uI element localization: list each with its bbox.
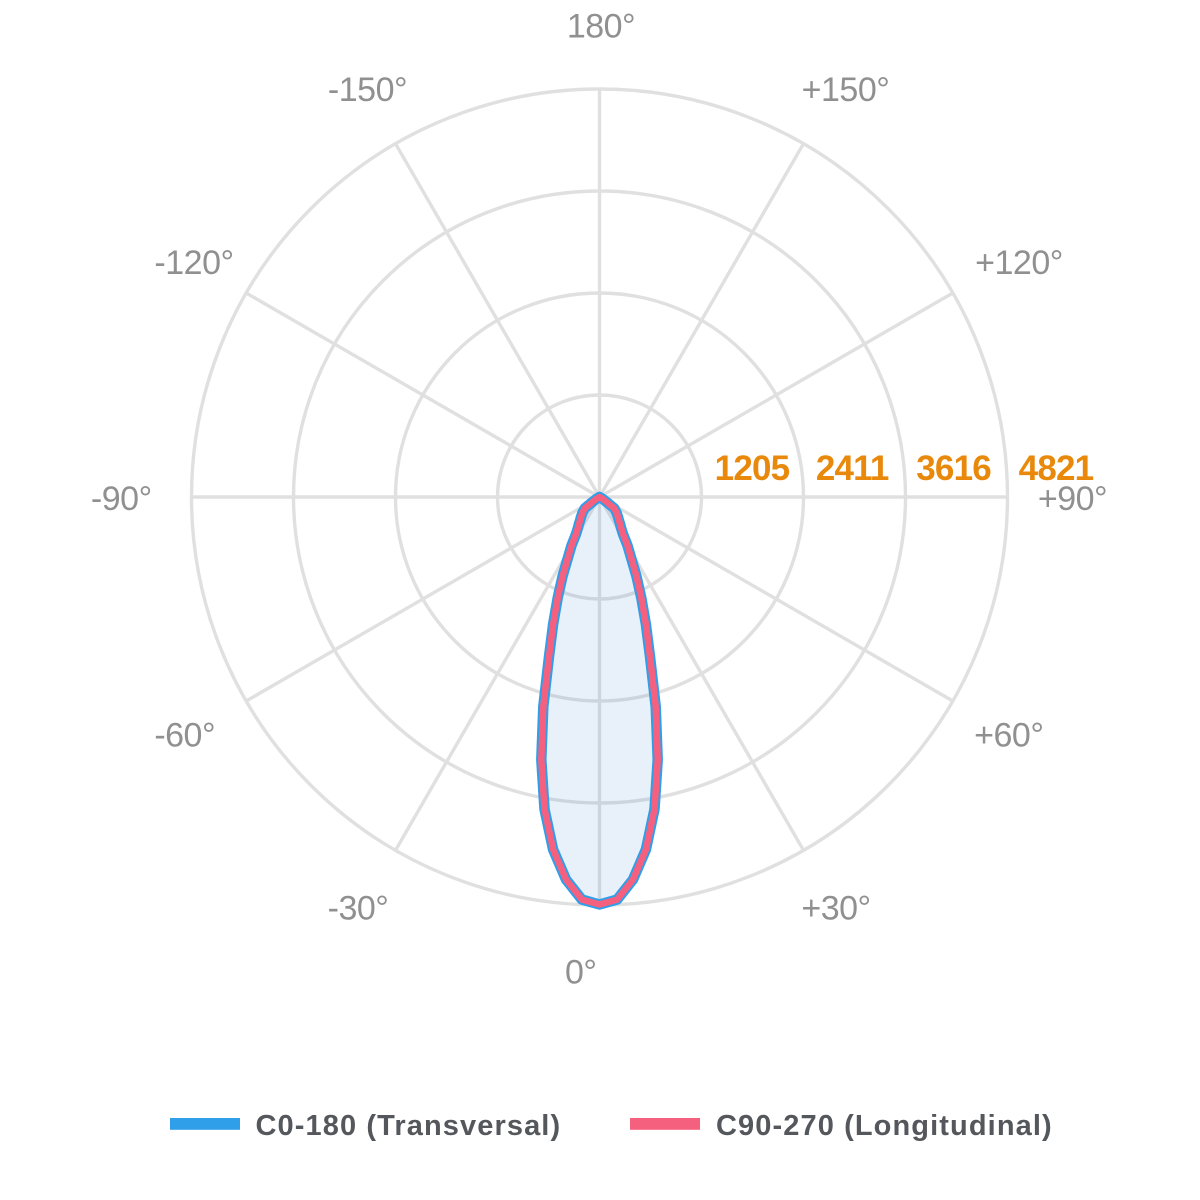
svg-text:180°: 180° (567, 7, 635, 45)
svg-text:-60°: -60° (154, 716, 215, 754)
svg-text:4821: 4821 (1019, 449, 1094, 488)
svg-text:C90-270 (Longitudinal): C90-270 (Longitudinal) (716, 1110, 1053, 1142)
svg-text:-150°: -150° (328, 71, 407, 109)
svg-text:-90°: -90° (91, 480, 152, 518)
svg-text:+60°: +60° (974, 716, 1043, 754)
svg-text:+90°: +90° (1038, 480, 1107, 518)
svg-text:+30°: +30° (801, 890, 870, 928)
svg-text:2411: 2411 (816, 449, 889, 488)
svg-text:+150°: +150° (802, 71, 890, 109)
svg-text:C0-180 (Transversal): C0-180 (Transversal) (256, 1110, 562, 1142)
svg-text:1205: 1205 (715, 449, 790, 488)
svg-text:+120°: +120° (975, 244, 1063, 282)
svg-text:-120°: -120° (154, 244, 233, 282)
svg-text:-30°: -30° (328, 890, 389, 928)
svg-text:3616: 3616 (916, 449, 991, 488)
svg-text:0°: 0° (565, 953, 597, 991)
